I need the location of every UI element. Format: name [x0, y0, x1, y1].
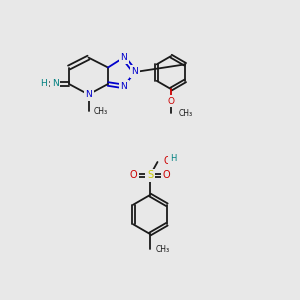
Text: N: N	[85, 90, 92, 99]
Text: N: N	[52, 80, 59, 88]
Text: H: H	[40, 80, 46, 88]
Text: O: O	[130, 170, 137, 181]
Text: O: O	[163, 170, 170, 181]
Text: CH₃: CH₃	[94, 106, 108, 116]
Text: S: S	[147, 170, 153, 181]
Text: H: H	[170, 154, 176, 163]
Text: O: O	[164, 155, 171, 166]
Text: O: O	[167, 97, 175, 106]
Text: N: N	[120, 53, 127, 62]
Text: N: N	[132, 67, 138, 76]
Text: N: N	[120, 82, 127, 91]
Text: CH₃: CH₃	[156, 244, 170, 253]
Text: CH₃: CH₃	[178, 109, 193, 118]
